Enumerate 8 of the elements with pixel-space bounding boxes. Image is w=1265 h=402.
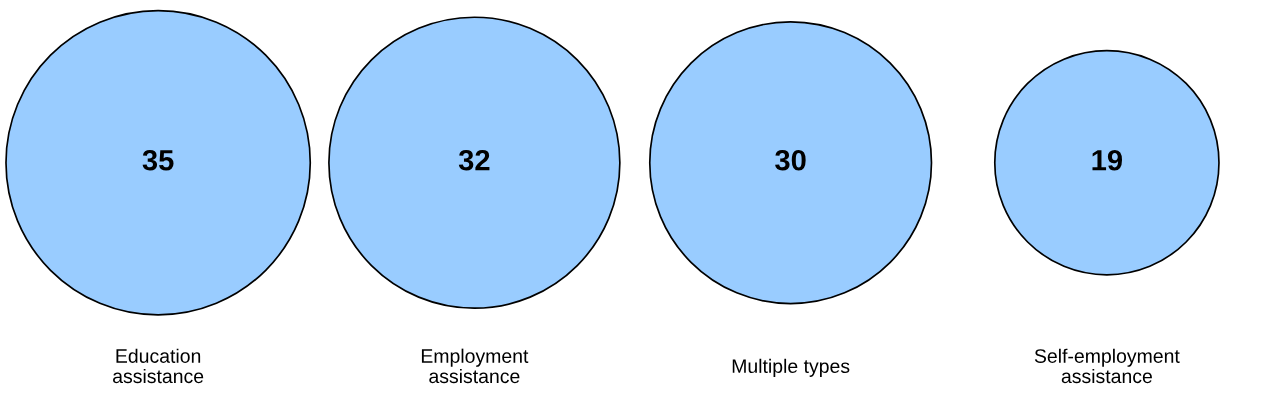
category-label: Self-employment assistance — [1034, 348, 1180, 384]
category-label: Employment assistance — [421, 348, 529, 384]
data-label: 35 — [142, 149, 174, 171]
data-label: 32 — [458, 149, 490, 171]
category-label: Multiple types — [732, 358, 850, 377]
category-label: Education assistance — [113, 348, 204, 384]
data-label: 30 — [775, 149, 806, 171]
data-label: 19 — [1092, 149, 1123, 171]
